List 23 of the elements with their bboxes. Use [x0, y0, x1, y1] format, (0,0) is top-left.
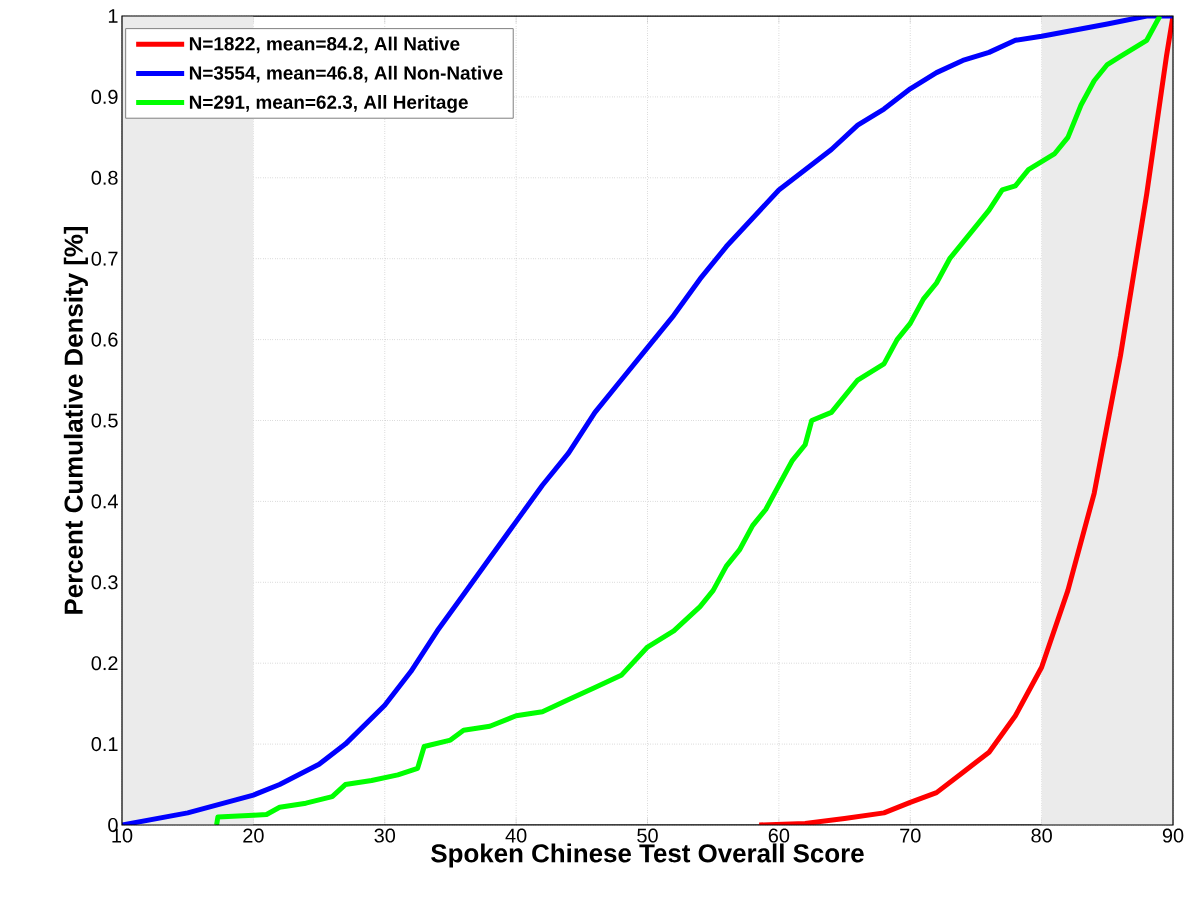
y-tick-label: 0.6: [91, 332, 118, 347]
y-tick-label: 0.8: [91, 170, 118, 185]
x-tick-label: 30: [374, 828, 396, 843]
y-tick-label: 0.7: [91, 251, 118, 266]
legend-label: N=1822, mean=84.2, All Native: [189, 36, 460, 54]
x-tick-label: 80: [1031, 828, 1052, 843]
x-tick-label: 90: [1162, 828, 1184, 843]
y-tick-label: 0.3: [91, 575, 118, 590]
legend-label: N=291, mean=62.3, All Heritage: [189, 95, 468, 113]
y-tick-label: 0.2: [91, 656, 118, 671]
y-axis-title: Percent Cumulative Density [%]: [63, 226, 88, 614]
y-tick-label: 0.4: [91, 494, 118, 509]
y-tick-label: 0.9: [91, 89, 118, 104]
y-tick-label: 0.5: [91, 413, 118, 428]
x-tick-label: 40: [505, 828, 527, 843]
x-tick-label: 50: [637, 828, 658, 843]
y-tick-label: 1: [108, 9, 118, 23]
x-tick-label: 60: [768, 828, 790, 843]
x-tick-label: 20: [243, 828, 264, 843]
legend-label: N=3554, mean=46.8, All Non-Native: [189, 65, 503, 83]
y-tick-label: 0.1: [91, 737, 118, 752]
x-tick-label: 70: [900, 828, 921, 843]
x-axis-title: Spoken Chinese Test Overall Score: [431, 843, 864, 868]
